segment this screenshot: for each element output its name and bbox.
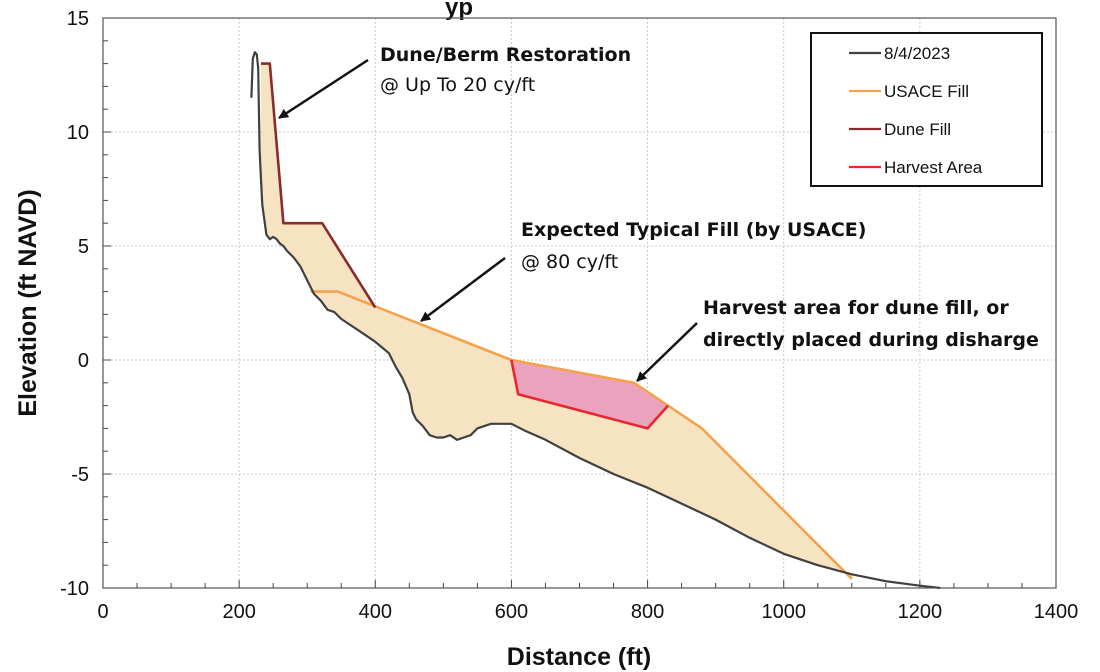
legend-item-usace-fill: USACE Fill <box>849 82 969 101</box>
annotation-dune-berm: Dune/Berm Restoration @ Up To 20 cy/ft <box>278 44 631 120</box>
usace-fill-area <box>260 63 852 579</box>
x-tick-label: 0 <box>97 601 108 623</box>
legend-label-survey: 8/4/2023 <box>884 44 950 63</box>
gridlines <box>103 18 1056 588</box>
y-axis-title: Elevation (ft NAVD) <box>14 189 42 416</box>
legend-item-survey: 8/4/2023 <box>849 44 950 63</box>
annotation-dune-berm-arrow <box>278 58 369 120</box>
tick-labels: 0 200 400 600 800 1000 1200 1400 -10 -5 0 5 10 15 <box>60 8 1078 623</box>
y-tick-label: 0 <box>78 350 89 372</box>
series-line-usace-fill <box>310 290 853 580</box>
x-tick-label: 600 <box>495 601 528 623</box>
annotation-harvest-arrow <box>636 322 698 382</box>
annotation-typical-fill-arrow <box>420 257 506 322</box>
plot-frame <box>102 17 1057 589</box>
y-tick-label: 5 <box>78 236 89 258</box>
x-tick-label: 1000 <box>761 601 806 623</box>
legend: 8/4/2023 USACE Fill Dune Fill Harvest Ar… <box>810 32 1043 187</box>
legend-label-usace-fill: USACE Fill <box>884 82 969 101</box>
x-tick-label: 400 <box>359 601 392 623</box>
y-tick-label: 15 <box>67 8 89 30</box>
annotation-harvest: Harvest area for dune fill, or directly … <box>636 297 1039 382</box>
annotation-typical-fill: Expected Typical Fill (by USACE) @ 80 cy… <box>420 219 866 322</box>
series-lines <box>250 51 941 590</box>
series-line-survey <box>250 51 941 590</box>
annotation-typical-fill-title: Expected Typical Fill (by USACE) <box>521 219 866 241</box>
annotation-dune-berm-title: Dune/Berm Restoration <box>380 44 631 66</box>
legend-box <box>810 32 1043 187</box>
harvest-area-region <box>511 360 668 429</box>
x-axis-title: Distance (ft) <box>507 643 651 671</box>
y-tick-label: 10 <box>67 122 89 144</box>
annotation-dune-berm-rate: @ Up To 20 cy/ft <box>380 74 535 96</box>
series-line-harvest-area <box>510 359 669 430</box>
chart-title-fragment: yp <box>445 0 473 21</box>
legend-item-harvest-area: Harvest Area <box>849 158 983 177</box>
x-tick-label: 1200 <box>898 601 943 623</box>
series-line-dune-fill <box>260 62 377 309</box>
annotation-harvest-line2: directly placed during disharge <box>703 329 1039 351</box>
y-tick-label: -10 <box>60 578 89 600</box>
y-tick-label: -5 <box>71 464 89 486</box>
legend-item-dune-fill: Dune Fill <box>849 120 951 139</box>
legend-label-dune-fill: Dune Fill <box>884 120 951 139</box>
legend-label-harvest-area: Harvest Area <box>884 158 983 177</box>
x-tick-label: 200 <box>222 601 255 623</box>
x-tick-label: 1400 <box>1034 601 1079 623</box>
x-tick-label: 800 <box>631 601 664 623</box>
annotation-typical-fill-rate: @ 80 cy/ft <box>521 251 618 273</box>
annotation-harvest-line1: Harvest area for dune fill, or <box>703 297 1009 319</box>
